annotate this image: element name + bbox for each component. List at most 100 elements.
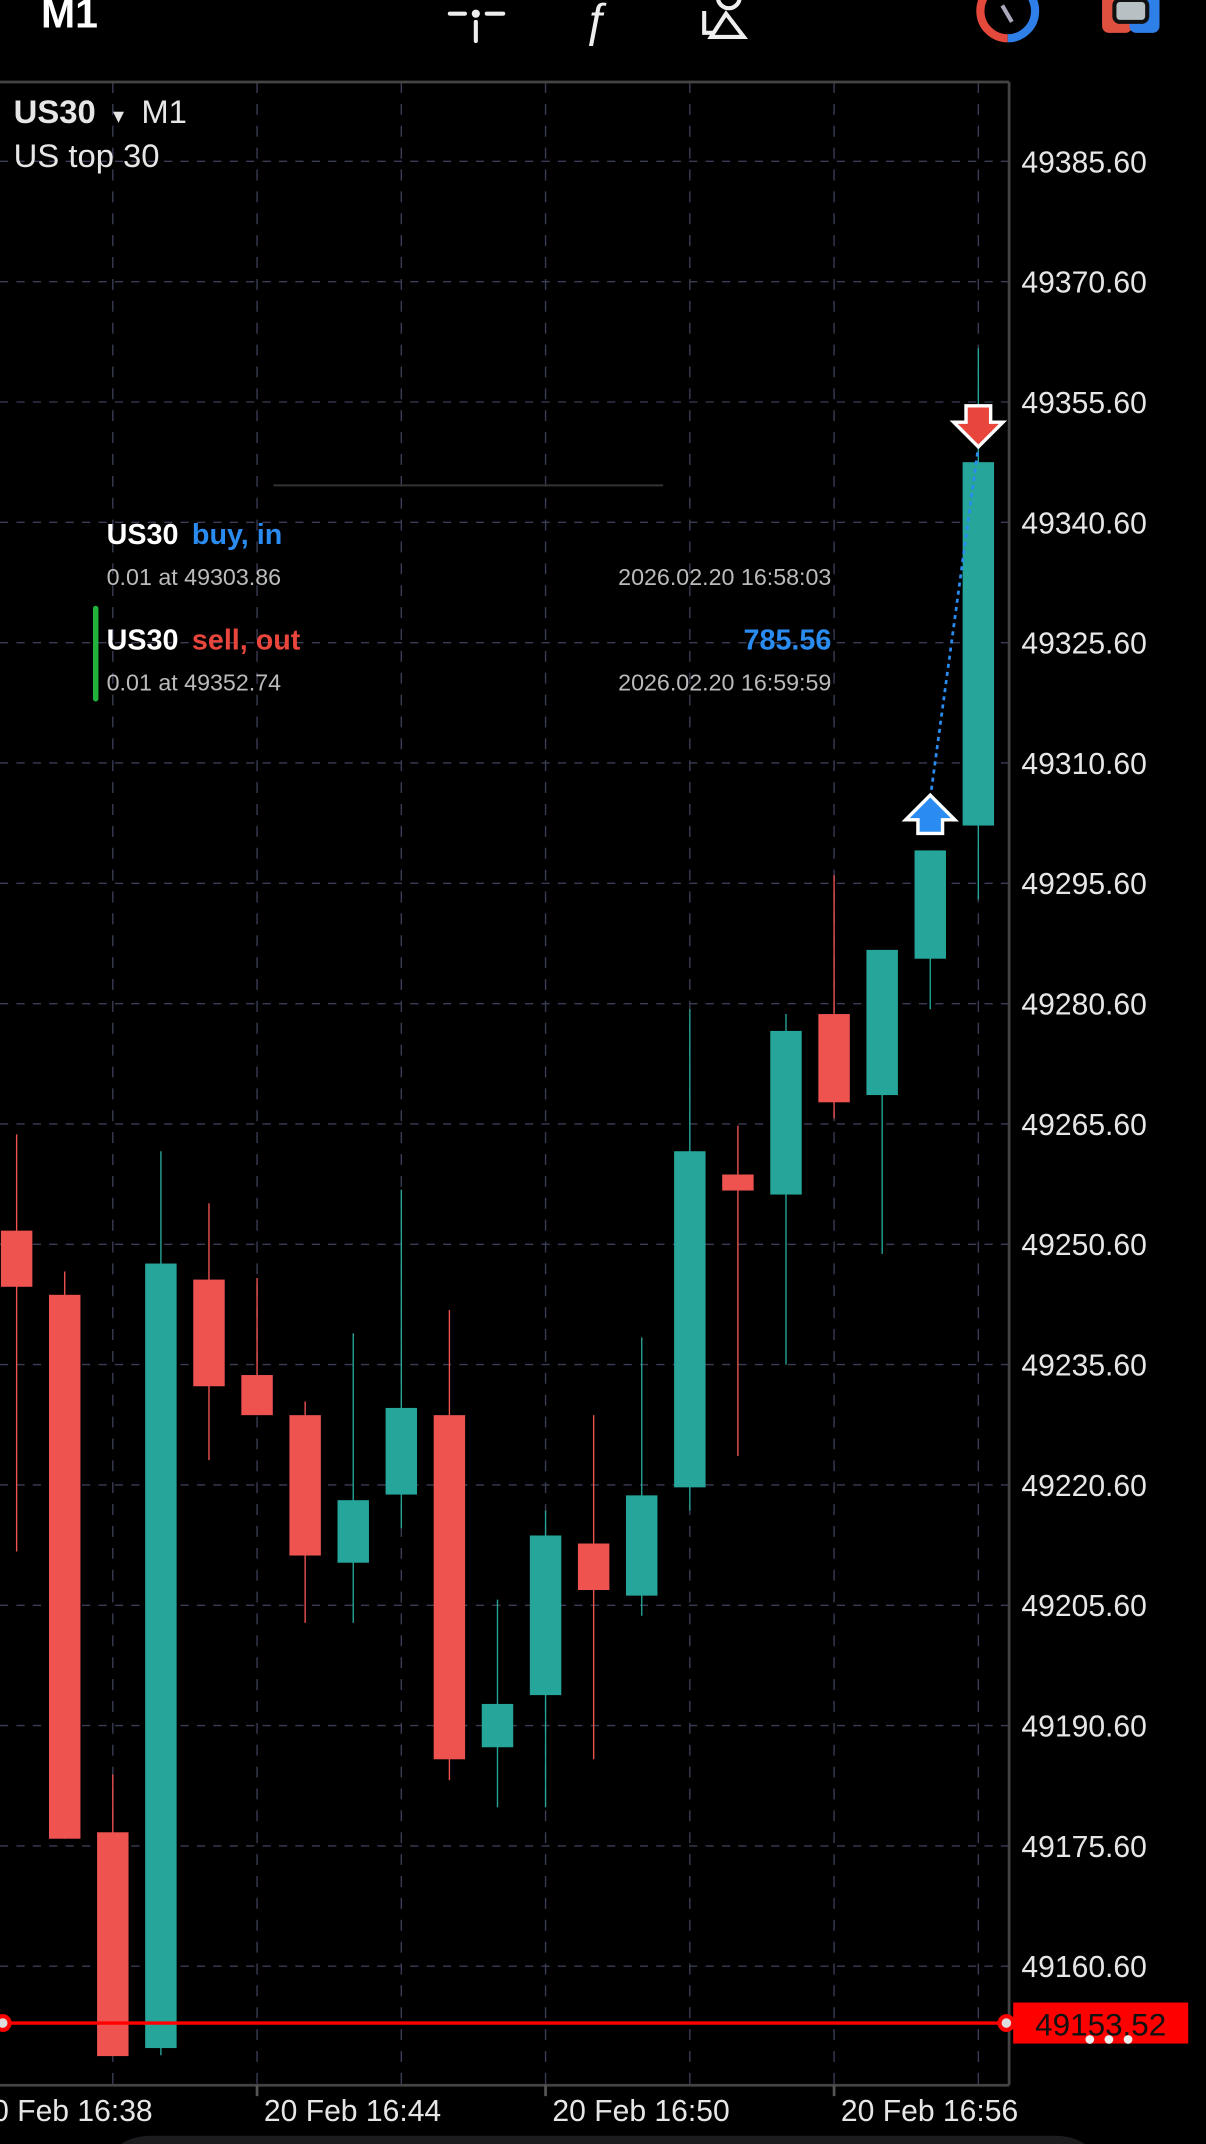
candle-body xyxy=(337,1500,369,1563)
price-axis[interactable]: 49385.60 49370.60 49355.60 49340.60 49325.60… xyxy=(1021,146,1146,1984)
chart-header[interactable]: US30 ▾ M1 US top 30 xyxy=(14,93,187,174)
bear-candle[interactable] xyxy=(193,1203,225,1461)
price-line-handle-left[interactable] xyxy=(0,2014,12,2032)
bull-candle[interactable] xyxy=(962,348,995,900)
trade-buy-in[interactable]: US30 buy, in 0.01 at 49303.86 2026.02.20… xyxy=(107,519,832,590)
candle-body xyxy=(770,1030,802,1195)
bull-candle[interactable] xyxy=(529,1510,562,1808)
bear-candle[interactable] xyxy=(48,1271,81,1839)
svg-text:US30 buy, in: US30 buy, in xyxy=(107,519,283,551)
indicator-f-icon[interactable]: ƒ xyxy=(582,0,608,47)
candle-body xyxy=(145,1263,177,2049)
bear-candle[interactable] xyxy=(577,1415,610,1760)
trade-action: buy, in xyxy=(192,519,282,551)
bull-candle[interactable] xyxy=(866,949,898,1254)
bull-candle[interactable] xyxy=(481,1599,514,1808)
svg-text:US30 sell, out: US30 sell, out xyxy=(107,624,301,656)
top-toolbar: M1 ƒ xyxy=(41,0,1160,47)
trade-detail: 0.01 at 49352.74 xyxy=(107,670,281,696)
bottom-panel-handle[interactable] xyxy=(109,2135,1096,2144)
candle-body xyxy=(193,1279,225,1387)
candles xyxy=(0,348,995,2057)
bull-candle[interactable] xyxy=(914,850,946,1010)
more-dot-icon[interactable] xyxy=(1104,2035,1114,2044)
price-tick-label: 49205.60 xyxy=(1021,1590,1146,1623)
sell-arrow-icon[interactable] xyxy=(949,404,1008,450)
bear-candle[interactable] xyxy=(433,1310,466,1781)
symbol-dropdown-icon[interactable]: ▾ xyxy=(113,103,124,128)
candle-body xyxy=(433,1415,466,1760)
candle-body xyxy=(866,949,898,1096)
trade-markers xyxy=(901,404,1008,836)
trade-sell-out[interactable]: US30 sell, out 785.56 0.01 at 49352.74 2… xyxy=(107,624,832,695)
current-price-line[interactable]: 49153.52 xyxy=(0,2002,1189,2044)
more-dot-icon[interactable] xyxy=(1085,2035,1095,2044)
price-tick-label: 49160.60 xyxy=(1021,1951,1146,1984)
candle-body xyxy=(481,1703,514,1748)
candle-body xyxy=(529,1535,562,1696)
candle-body xyxy=(818,1014,850,1103)
bear-candle[interactable] xyxy=(289,1401,321,1623)
more-dot-icon[interactable] xyxy=(1123,2035,1133,2044)
price-line-handle-right[interactable] xyxy=(997,2014,1016,2032)
candle-body xyxy=(97,1832,129,2057)
price-tick-label: 49295.60 xyxy=(1021,868,1146,901)
time-axis[interactable]: 20 Feb 16:38 20 Feb 16:44 20 Feb 16:50 20 F… xyxy=(0,2085,1018,2128)
bull-candle[interactable] xyxy=(626,1337,658,1616)
symbol-description: US top 30 xyxy=(14,137,160,174)
trade-connector-line xyxy=(928,446,980,799)
objects-icon[interactable] xyxy=(702,0,748,39)
trade-action: sell, out xyxy=(192,624,301,656)
price-tick-label: 49190.60 xyxy=(1021,1711,1146,1744)
candle-body xyxy=(241,1375,273,1416)
trade-time: 2026.02.20 16:58:03 xyxy=(618,564,831,590)
bear-candle[interactable] xyxy=(818,875,850,1119)
trade-profit: 785.56 xyxy=(744,624,832,656)
header-timeframe: M1 xyxy=(141,93,187,130)
candle-body xyxy=(0,1230,33,1287)
price-tick-label: 49235.60 xyxy=(1021,1350,1146,1383)
bull-candle[interactable] xyxy=(770,1014,802,1365)
bear-candle[interactable] xyxy=(97,1774,129,2057)
bear-candle[interactable] xyxy=(241,1277,273,1416)
timeframe-button[interactable]: M1 xyxy=(41,0,98,36)
clock-icon[interactable] xyxy=(976,0,1040,43)
bull-candle[interactable] xyxy=(145,1151,177,2056)
candle-body xyxy=(577,1543,610,1591)
candle-body xyxy=(914,850,946,959)
price-tick-label: 49220.60 xyxy=(1021,1470,1146,1503)
candle-body xyxy=(626,1495,658,1596)
candle-body xyxy=(385,1407,418,1495)
bear-candle[interactable] xyxy=(0,1134,33,1552)
price-tick-label: 49370.60 xyxy=(1021,267,1146,300)
symbol-label[interactable]: US30 xyxy=(14,93,96,130)
candle-body xyxy=(962,462,995,826)
candle-body xyxy=(289,1415,321,1556)
time-tick-label: 20 Feb 16:50 xyxy=(552,2095,729,2128)
price-tick-label: 49385.60 xyxy=(1021,146,1146,179)
price-tick-label: 49250.60 xyxy=(1021,1229,1146,1262)
candle-body xyxy=(674,1151,706,1488)
time-tick-label: 20 Feb 16:38 xyxy=(0,2095,153,2128)
trade-symbol: US30 xyxy=(107,519,179,551)
trade-time: 2026.02.20 16:59:59 xyxy=(618,670,831,696)
crosshair-icon[interactable] xyxy=(447,9,506,44)
svg-text:US30 ▾ M1: US30 ▾ M1 xyxy=(14,93,187,130)
trade-detail: 0.01 at 49303.86 xyxy=(107,564,281,590)
selected-trade-indicator xyxy=(92,605,99,702)
time-tick-label: 20 Feb 16:44 xyxy=(264,2095,441,2128)
bull-candle[interactable] xyxy=(337,1333,369,1623)
price-tick-label: 49325.60 xyxy=(1021,628,1146,661)
trade-toggle-icon[interactable] xyxy=(1102,0,1160,33)
trade-info-panel: US30 buy, in 0.01 at 49303.86 2026.02.20… xyxy=(92,519,832,702)
price-tick-label: 49355.60 xyxy=(1021,387,1146,420)
buy-arrow-icon[interactable] xyxy=(901,792,959,836)
bull-candle[interactable] xyxy=(385,1189,418,1529)
price-tick-label: 49310.60 xyxy=(1021,748,1146,781)
bull-candle[interactable] xyxy=(674,1009,706,1511)
candle-body xyxy=(48,1294,81,1839)
current-price-badge xyxy=(1013,2002,1189,2044)
bear-candle[interactable] xyxy=(722,1125,754,1457)
trade-symbol: US30 xyxy=(107,624,179,656)
